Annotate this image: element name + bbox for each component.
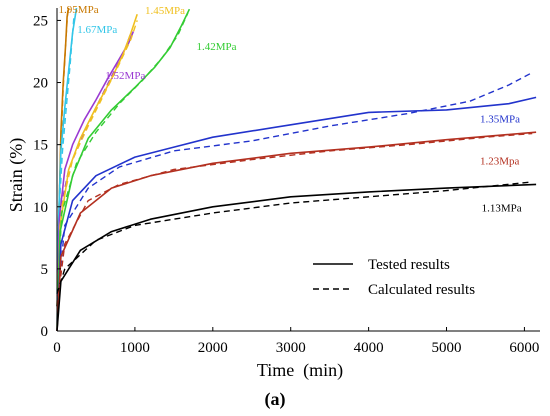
calculated-line-5	[56, 71, 533, 307]
calculated-line-7	[56, 181, 533, 294]
y-tick-label: 20	[33, 76, 48, 92]
x-tick-label: 6000	[509, 340, 539, 356]
calculated-line-4	[56, 12, 189, 307]
series-label-0: 1.95MPa	[59, 4, 99, 16]
series-label-2: 1.52MPa	[105, 70, 145, 82]
series-label-5: 1.35MPa	[480, 113, 520, 125]
x-tick-label: 4000	[354, 340, 384, 356]
calculated-line-6	[56, 132, 533, 307]
legend-label-calculated: Calculated results	[368, 282, 475, 298]
axes-layer: 0 1000 2000 3000 4000 5000 6000 0 5 10 15 20 25	[33, 8, 540, 356]
y-tick-label: 15	[33, 138, 48, 154]
series-label-7: 1.13MPa	[482, 203, 522, 215]
series-layer	[56, 7, 537, 332]
series-label-3: 1.45MPa	[145, 5, 185, 17]
tested-line-5	[56, 96, 537, 332]
x-tick-label: 5000	[432, 340, 462, 356]
series-labels: 1.95MPa 1.67MPa 1.52MPa 1.45MPa 1.42MPa 1.35M…	[59, 4, 522, 215]
tested-line-7	[56, 183, 537, 332]
legend: Tested results Calculated results	[313, 257, 475, 298]
y-tick-label: 10	[33, 200, 48, 216]
y-tick-label: 5	[41, 262, 49, 278]
series-label-6: 1.23Mpa	[480, 156, 520, 168]
legend-label-tested: Tested results	[368, 257, 450, 273]
y-axis-label: Strain (%)	[6, 138, 27, 212]
y-tick-label: 0	[41, 324, 49, 340]
series-label-4: 1.42MPa	[196, 41, 236, 53]
tested-line-6	[56, 131, 537, 332]
calculated-line-3	[56, 20, 138, 307]
x-axis-label: Time (min)	[257, 360, 343, 381]
tested-line-4	[56, 8, 191, 332]
x-tick-label: 0	[53, 340, 61, 356]
series-label-1: 1.67MPa	[77, 24, 117, 36]
figure-caption: (a)	[265, 389, 286, 410]
x-tick-label: 2000	[198, 340, 228, 356]
x-tick-label: 1000	[120, 340, 150, 356]
y-tick-label: 25	[33, 13, 48, 29]
tested-line-3	[56, 13, 138, 332]
x-tick-label: 3000	[276, 340, 306, 356]
